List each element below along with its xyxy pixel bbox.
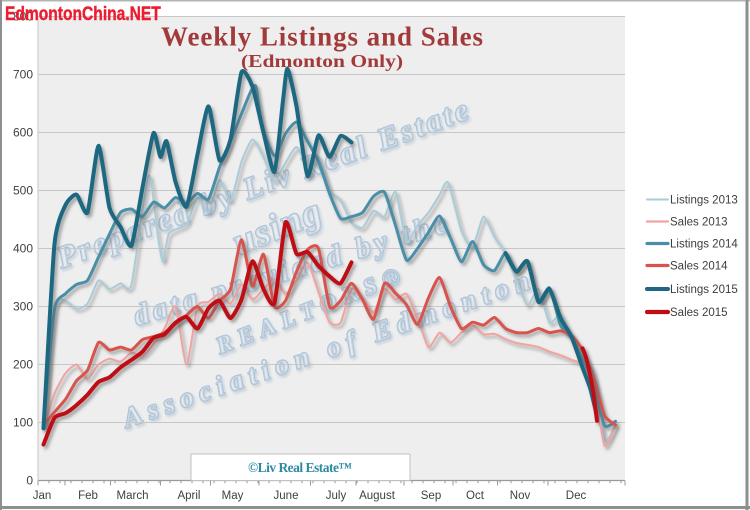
svg-text:Oct: Oct: [466, 490, 485, 502]
svg-text:Dec: Dec: [566, 490, 587, 502]
svg-text:0: 0: [26, 474, 33, 488]
svg-text:Listings 2015: Listings 2015: [670, 284, 738, 296]
svg-text:500: 500: [13, 184, 33, 198]
svg-text:(Edmonton Only): (Edmonton Only): [241, 51, 403, 71]
svg-text:800: 800: [13, 10, 33, 24]
svg-text:Sales 2015: Sales 2015: [670, 307, 728, 319]
svg-text:August: August: [359, 490, 396, 502]
svg-text:Nov: Nov: [510, 490, 531, 502]
svg-text:300: 300: [13, 300, 33, 314]
svg-text:March: March: [117, 490, 149, 502]
svg-text:Feb: Feb: [78, 490, 98, 502]
svg-text:400: 400: [13, 242, 33, 256]
svg-text:©Liv Real Estate™: ©Liv Real Estate™: [248, 460, 352, 475]
svg-text:Sep: Sep: [421, 490, 441, 502]
svg-text:April: April: [177, 490, 200, 502]
svg-text:200: 200: [13, 358, 33, 372]
svg-text:100: 100: [13, 416, 33, 430]
svg-text:June: June: [274, 490, 299, 502]
svg-text:July: July: [326, 490, 347, 502]
svg-text:Weekly Listings and Sales: Weekly Listings and Sales: [161, 22, 483, 52]
svg-text:Listings 2014: Listings 2014: [670, 239, 738, 251]
svg-text:600: 600: [13, 126, 33, 140]
svg-text:Listings 2013: Listings 2013: [670, 195, 738, 207]
svg-text:EdmontonChina.NET: EdmontonChina.NET: [5, 2, 161, 24]
svg-text:May: May: [222, 490, 244, 502]
svg-text:700: 700: [13, 68, 33, 82]
svg-text:Sales 2013: Sales 2013: [670, 217, 728, 229]
svg-text:Jan: Jan: [33, 490, 52, 502]
svg-text:Sales 2014: Sales 2014: [670, 261, 728, 273]
